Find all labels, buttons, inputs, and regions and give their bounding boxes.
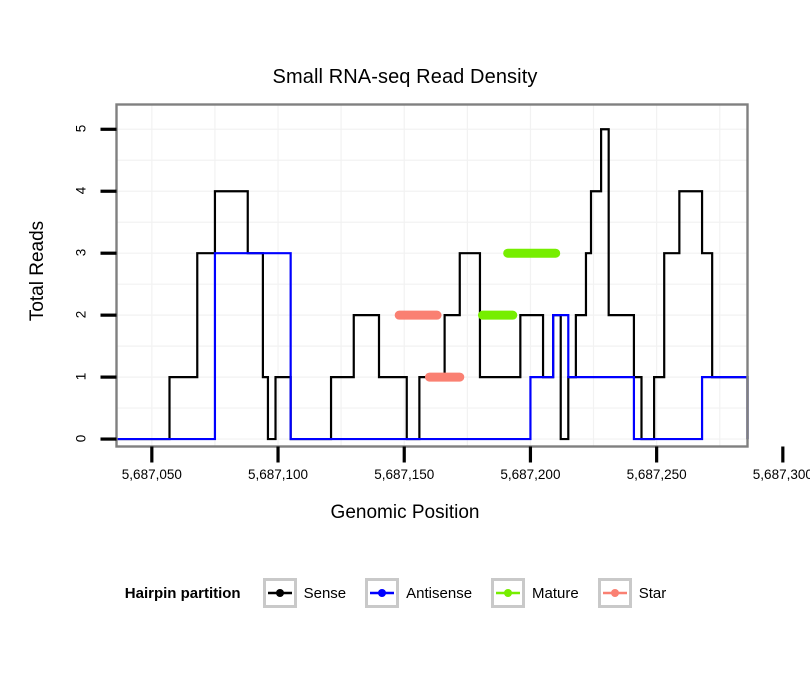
legend-key-star [597, 578, 632, 608]
legend-entry-antisense[interactable]: Antisense [365, 578, 485, 608]
x-tick-label: 5,687,050 [121, 466, 182, 482]
legend-entries: Sense Antisense Mature Star [262, 578, 686, 608]
legend-line-dot-icon [496, 589, 521, 597]
y-tick-label: 1 [73, 372, 88, 381]
x-axis-title: Genomic Position [330, 502, 480, 523]
legend-entry-star[interactable]: Star [597, 578, 680, 608]
legend-title: Hairpin partition [124, 584, 241, 602]
legend: Hairpin partition Sense Antisense Mature St… [0, 578, 810, 608]
x-tick-label: 5,687,300 [752, 466, 810, 482]
legend-entry-sense[interactable]: Sense [262, 578, 360, 608]
legend-key-sense [262, 578, 297, 608]
legend-label: Sense [303, 584, 347, 602]
legend-line-dot-icon [267, 589, 292, 597]
axis-ticks [100, 127, 785, 463]
y-tick-label: 2 [73, 310, 88, 319]
legend-entry-mature[interactable]: Mature [491, 578, 592, 608]
x-tick-label: 5,687,250 [626, 466, 687, 482]
legend-key-mature [491, 578, 526, 608]
grid-lines [116, 104, 748, 447]
y-tick-label: 4 [73, 186, 88, 195]
x-tick-label: 5,687,100 [248, 466, 309, 482]
plot-frame [115, 103, 749, 448]
legend-label: Mature [532, 584, 579, 602]
series-line-antisense [116, 252, 749, 441]
legend-line-dot-icon [370, 589, 395, 597]
legend-key-antisense [365, 578, 400, 608]
legend-label: Star [638, 584, 667, 602]
y-tick-label: 3 [73, 248, 88, 257]
y-tick-label: 0 [73, 434, 88, 443]
y-tick-label: 5 [73, 125, 88, 133]
legend-line-dot-icon [602, 589, 627, 597]
partition-segments-layer [394, 248, 561, 382]
legend-label: Antisense [406, 584, 473, 602]
data-series-layer [116, 128, 749, 441]
x-tick-label: 5,687,150 [374, 466, 435, 482]
x-tick-label: 5,687,200 [500, 466, 561, 482]
page-title: Small RNA-seq Read Density [272, 66, 538, 88]
